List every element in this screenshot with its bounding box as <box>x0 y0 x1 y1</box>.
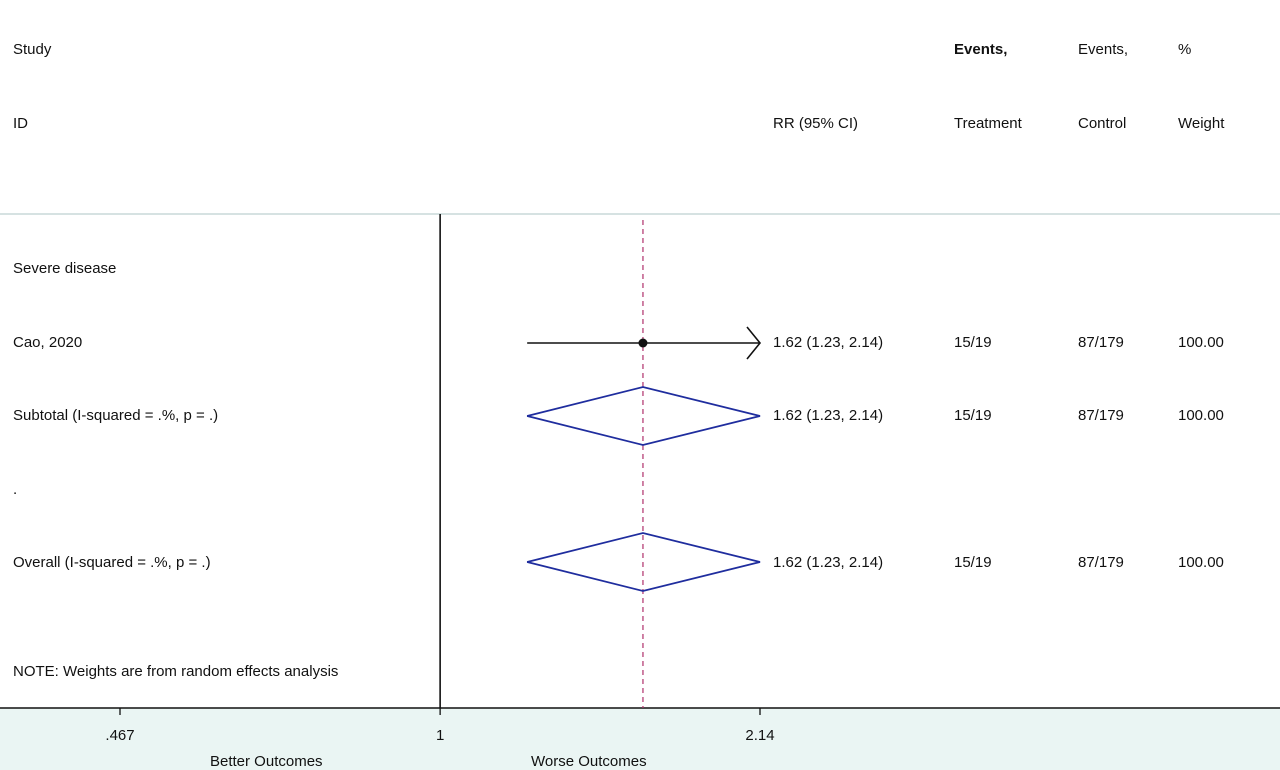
header-events-treatment-2: Treatment <box>954 115 1022 132</box>
header-rr: RR (95% CI) <box>773 115 859 132</box>
header-id: ID <box>13 115 28 132</box>
header-events-control-2: Control <box>1078 115 1127 132</box>
row-events-c-subtotal: 87/179 <box>1078 407 1124 424</box>
row-events-c-overall: 87/179 <box>1078 554 1124 571</box>
header-events-control-1: Events, <box>1078 41 1129 58</box>
subtotal-diamond <box>526 386 761 446</box>
row-rr-subtotal: 1.62 (1.23, 2.14) <box>773 407 884 424</box>
row-label-subgroup: Severe disease <box>13 260 117 277</box>
footnote: NOTE: Weights are from random effects an… <box>13 663 339 680</box>
worse-outcomes-label: Worse Outcomes <box>531 753 647 770</box>
x-tick-label: 1 <box>435 727 445 744</box>
axis-band-background <box>0 708 1280 770</box>
row-events-c-study: 87/179 <box>1078 334 1124 351</box>
overall-diamond <box>526 532 761 592</box>
study-ci-arrow <box>746 326 762 360</box>
study-point-estimate <box>638 338 648 348</box>
header-events-treatment-1: Events, <box>954 41 1008 58</box>
row-label-subtotal: Subtotal (I-squared = .%, p = .) <box>13 407 219 424</box>
better-outcomes-label: Better Outcomes <box>210 753 323 770</box>
row-rr-study: 1.62 (1.23, 2.14) <box>773 334 884 351</box>
row-events-t-study: 15/19 <box>954 334 992 351</box>
row-label-spacer: . <box>13 481 18 498</box>
row-label-overall: Overall (I-squared = .%, p = .) <box>13 554 211 571</box>
row-rr-overall: 1.62 (1.23, 2.14) <box>773 554 884 571</box>
row-weight-subtotal: 100.00 <box>1178 407 1224 424</box>
x-tick-label: .467 <box>105 727 135 744</box>
row-weight-study: 100.00 <box>1178 334 1224 351</box>
row-weight-overall: 100.00 <box>1178 554 1224 571</box>
header-study: Study <box>13 41 52 58</box>
header-weight-2: Weight <box>1178 115 1225 132</box>
row-events-t-subtotal: 15/19 <box>954 407 992 424</box>
x-tick-label: 2.14 <box>745 727 775 744</box>
header-weight-1: % <box>1178 41 1192 58</box>
row-events-t-overall: 15/19 <box>954 554 992 571</box>
row-label-study: Cao, 2020 <box>13 334 83 351</box>
